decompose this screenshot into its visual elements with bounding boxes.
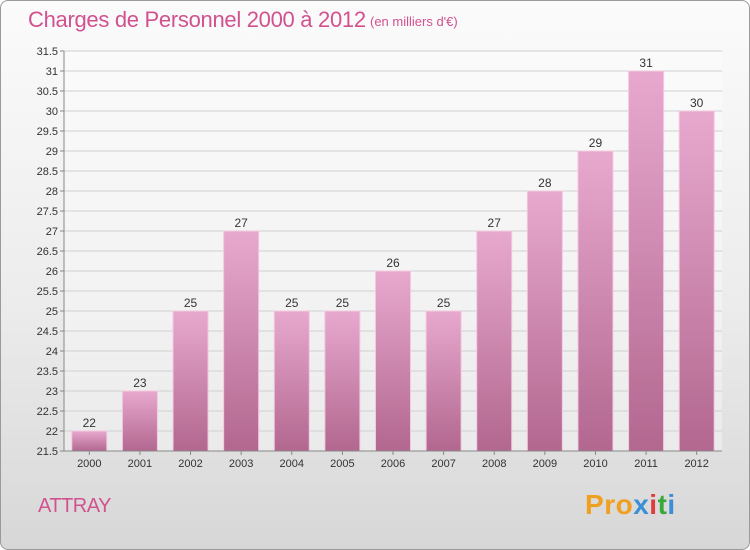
x-tick-label: 2004 bbox=[280, 458, 304, 470]
bar-value-label: 31 bbox=[639, 56, 653, 70]
y-tick-label: 30 bbox=[46, 106, 58, 118]
bar-value-label: 25 bbox=[437, 296, 451, 310]
bar bbox=[375, 270, 411, 452]
x-tick-label: 2012 bbox=[684, 458, 708, 470]
bar-value-label: 30 bbox=[690, 96, 704, 110]
y-tick-label: 28.5 bbox=[37, 166, 58, 178]
bar bbox=[577, 150, 614, 452]
commune-name: ATTRAY bbox=[38, 495, 111, 517]
bar bbox=[223, 230, 260, 452]
bar-value-label: 27 bbox=[234, 216, 248, 230]
y-tick-label: 27.5 bbox=[37, 206, 58, 218]
bar-value-label: 28 bbox=[538, 176, 552, 190]
bar bbox=[324, 310, 361, 452]
unit-note: (en milliers d'€) bbox=[370, 14, 458, 29]
y-tick-label: 25.5 bbox=[37, 286, 58, 298]
x-tick-label: 2008 bbox=[482, 458, 506, 470]
y-tick-label: 27 bbox=[46, 226, 58, 238]
y-tick-label: 30.5 bbox=[37, 86, 58, 98]
y-tick-label: 29 bbox=[46, 146, 58, 158]
bar-value-label: 27 bbox=[488, 216, 502, 230]
bar bbox=[678, 110, 715, 452]
bar-value-label: 23 bbox=[133, 376, 147, 390]
x-tick-label: 2007 bbox=[431, 458, 455, 470]
bar bbox=[172, 310, 209, 452]
y-tick-label: 24 bbox=[46, 346, 58, 358]
y-tick-label: 29.5 bbox=[37, 126, 58, 138]
bar bbox=[425, 310, 462, 452]
x-tick-label: 2005 bbox=[330, 458, 354, 470]
x-tick-label: 2002 bbox=[178, 458, 202, 470]
x-tick-label: 2001 bbox=[128, 458, 152, 470]
y-tick-label: 22 bbox=[46, 426, 58, 438]
y-tick-label: 31.5 bbox=[37, 46, 58, 58]
y-tick-label: 24.5 bbox=[37, 326, 58, 338]
y-tick-label: 22.5 bbox=[37, 406, 58, 418]
x-tick-label: 2010 bbox=[583, 458, 607, 470]
x-tick-label: 2011 bbox=[634, 458, 658, 470]
y-tick-label: 21.5 bbox=[37, 446, 58, 458]
x-tick-label: 2000 bbox=[77, 458, 101, 470]
y-tick-label: 26.5 bbox=[37, 246, 58, 258]
proxiti-logo: Proxiti bbox=[585, 489, 676, 520]
bar bbox=[71, 430, 108, 452]
x-tick-label: 2006 bbox=[381, 458, 405, 470]
bar bbox=[628, 70, 665, 452]
bar-value-label: 29 bbox=[589, 136, 603, 150]
bar-value-label: 25 bbox=[285, 296, 299, 310]
bar-value-label: 25 bbox=[184, 296, 198, 310]
bar-value-label: 25 bbox=[336, 296, 350, 310]
bar-value-label: 26 bbox=[386, 256, 400, 270]
bar bbox=[121, 390, 158, 452]
bar-value-label: 22 bbox=[83, 416, 97, 430]
y-tick-label: 23 bbox=[46, 386, 58, 398]
x-tick-label: 2009 bbox=[533, 458, 557, 470]
y-tick-label: 31 bbox=[46, 66, 58, 78]
bar bbox=[526, 190, 563, 452]
y-tick-label: 23.5 bbox=[37, 366, 58, 378]
x-tick-label: 2003 bbox=[229, 458, 253, 470]
bar bbox=[273, 310, 310, 452]
y-tick-label: 26 bbox=[46, 266, 58, 278]
y-tick-label: 28 bbox=[46, 186, 58, 198]
bar bbox=[476, 230, 513, 452]
chart-title: Charges de Personnel 2000 à 2012 bbox=[28, 7, 366, 32]
y-tick-label: 25 bbox=[46, 306, 58, 318]
